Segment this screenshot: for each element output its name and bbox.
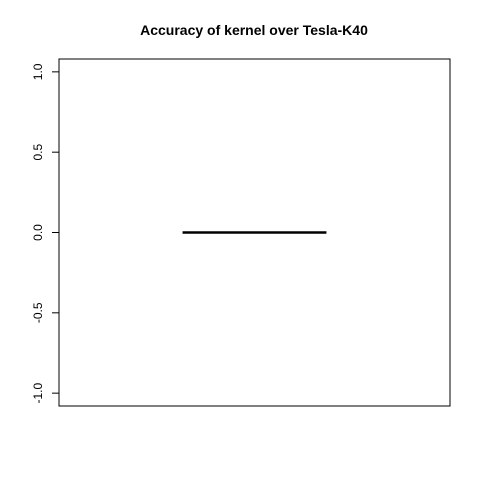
y-tick-label: -1.0 [31, 382, 45, 403]
y-axis: -1.0 -0.5 0.0 0.5 1.0 [31, 63, 60, 403]
chart-title: Accuracy of kernel over Tesla-K40 [140, 22, 368, 38]
y-tick-label: -0.5 [31, 302, 45, 323]
y-tick-label: 0.0 [31, 224, 45, 241]
y-tick-label: 1.0 [31, 63, 45, 80]
y-tick-label: 0.5 [31, 144, 45, 161]
